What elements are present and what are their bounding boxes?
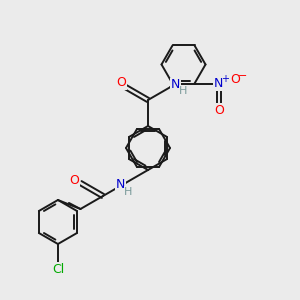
Text: O: O [116,76,126,89]
Text: O: O [214,104,224,117]
Text: O: O [70,173,80,187]
Text: H: H [124,187,133,197]
Text: O: O [230,73,240,86]
Text: Cl: Cl [52,263,64,276]
Text: N: N [171,79,180,92]
Text: −: − [238,70,247,80]
Text: +: + [221,74,229,83]
Text: N: N [116,178,125,190]
Text: N: N [214,77,224,90]
Text: H: H [179,86,188,96]
